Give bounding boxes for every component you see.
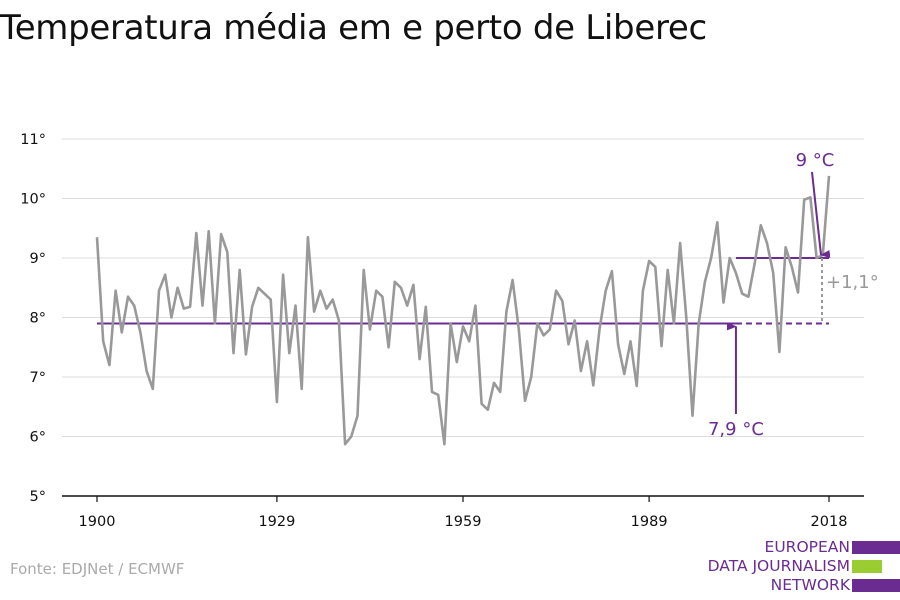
grid-lines xyxy=(62,138,864,437)
x-tick-label: 1989 xyxy=(631,514,668,530)
logo-line-2: DATA JOURNALISM xyxy=(707,557,850,575)
y-tick-label: 11° xyxy=(20,132,46,148)
x-tick-label: 1929 xyxy=(258,514,295,530)
temperature-series-line xyxy=(95,175,831,446)
y-tick-label: 9° xyxy=(30,251,46,267)
logo-line-1: EUROPEAN xyxy=(764,538,850,556)
y-tick-label: 7° xyxy=(30,370,46,386)
logo-bar-3 xyxy=(852,579,900,592)
y-tick-label: 8° xyxy=(30,311,46,327)
y-tick-label: 5° xyxy=(30,489,46,505)
x-tick-label: 1900 xyxy=(79,514,116,530)
logo-bar-1 xyxy=(852,541,900,554)
recent-label: 9 °C xyxy=(796,150,835,171)
baseline-label: 7,9 °C xyxy=(708,419,764,440)
logo-bar-2 xyxy=(852,560,882,573)
y-tick-label: 6° xyxy=(30,430,46,446)
source-note: Fonte: EDJNet / ECMWF xyxy=(10,560,185,578)
x-tick-label: 1959 xyxy=(445,514,482,530)
recent-arrow xyxy=(811,171,831,259)
annotation-labels: 7,9 °C 9 °C +1,1° xyxy=(708,150,879,440)
logo-line-3: NETWORK xyxy=(770,576,850,594)
series-group xyxy=(95,175,831,446)
y-axis: 5° 6° 7° 8° 9° 10° 11° xyxy=(20,132,46,505)
difference-label: +1,1° xyxy=(826,272,879,293)
x-axis: 1900 1929 1959 1989 2018 xyxy=(62,495,864,530)
x-tick-label: 2018 xyxy=(811,514,848,530)
edjnet-logo: EUROPEAN DATA JOURNALISM NETWORK xyxy=(700,538,900,598)
y-tick-label: 10° xyxy=(20,192,46,208)
chart-title: Temperatura média em e perto de Liberec xyxy=(0,8,707,48)
